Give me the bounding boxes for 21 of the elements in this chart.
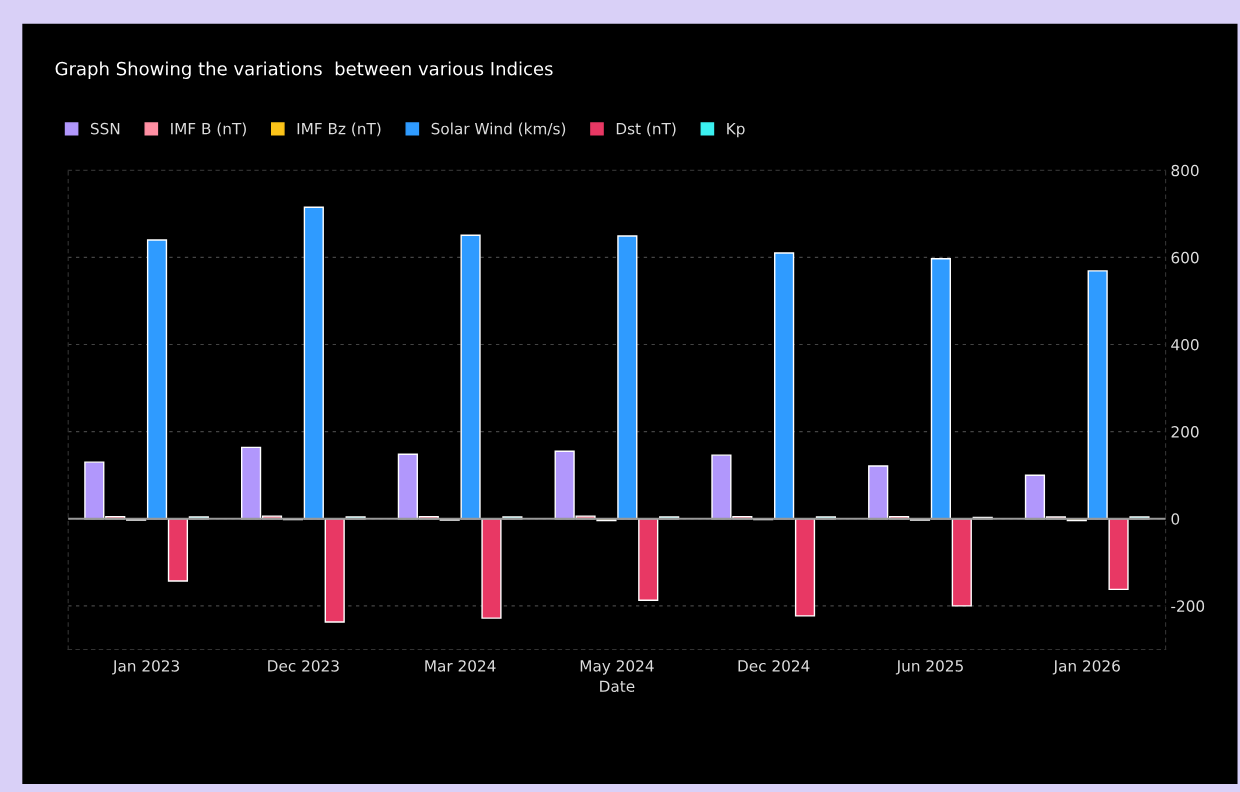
y-tick-label: 800 (1171, 164, 1199, 177)
y-tick-label: -200 (1171, 600, 1205, 612)
chart-title: Graph Showing the variations between various Indices (55, 61, 553, 79)
legend-label: Dst (nT) (616, 122, 676, 137)
legend-label: IMF Bz (nT) (297, 122, 381, 137)
y-tick-label: 0 (1171, 513, 1180, 525)
x-tick-label: Jan 2023 (112, 660, 179, 675)
x-tick-label: May 2024 (580, 660, 654, 675)
x-tick-label: Dec 2023 (268, 660, 339, 672)
x-axis-title: Date (600, 680, 635, 693)
x-tick-label: Jan 2026 (1052, 660, 1120, 675)
y-tick-label: 600 (1171, 251, 1199, 264)
y-tick-label: 200 (1171, 426, 1199, 438)
legend-label: Solar Wind (km/s) (431, 122, 566, 137)
legend-label: Kp (727, 123, 745, 138)
x-tick-label: Mar 2024 (425, 660, 496, 672)
x-tick-label: Jun 2025 (895, 660, 963, 675)
x-tick-label: Dec 2024 (738, 660, 810, 672)
legend-label: SSN (90, 122, 120, 135)
y-tick-label: 400 (1171, 338, 1199, 351)
legend-label: IMF B (nT) (171, 122, 246, 137)
